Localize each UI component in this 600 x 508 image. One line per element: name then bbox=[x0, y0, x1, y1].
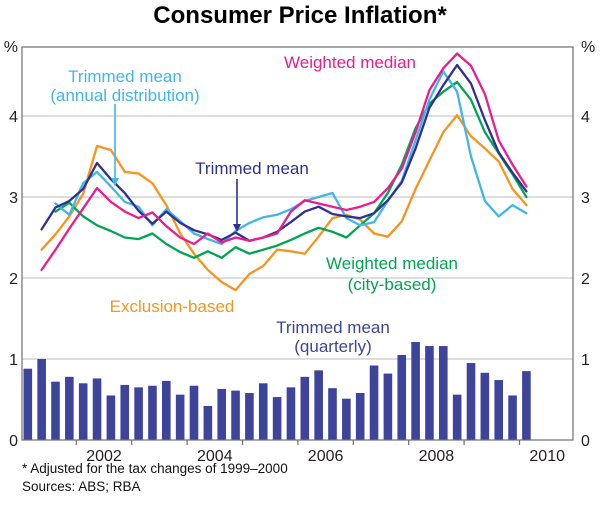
footnote-sources: Sources: ABS; RBA bbox=[22, 479, 141, 494]
y-label-left-2: 2 bbox=[9, 271, 18, 288]
y-label-right-3: 3 bbox=[581, 190, 590, 207]
label-weighted-median-line1: Weighted median bbox=[284, 53, 416, 72]
label-exclusion-based: Exclusion-based bbox=[72, 297, 272, 316]
label-trimmed-mean-annual: Trimmed mean (annual distribution) bbox=[20, 67, 230, 105]
y-unit-right: % bbox=[581, 39, 595, 56]
bar-2006Q3 bbox=[328, 388, 337, 440]
bar-2002Q3 bbox=[106, 395, 116, 440]
bar-2003Q3 bbox=[162, 380, 171, 440]
line-weighted_median_city bbox=[54, 80, 528, 259]
y-label-right-0: 0 bbox=[581, 433, 590, 450]
label-trimmed-mean-annual-line2: (annual distribution) bbox=[50, 86, 200, 105]
bar-2005Q2 bbox=[258, 383, 268, 440]
line-weighted_median bbox=[40, 52, 528, 272]
bar-2001Q4 bbox=[65, 376, 74, 440]
bar-2002Q2 bbox=[92, 378, 102, 440]
bar-2007Q2 bbox=[369, 365, 379, 440]
line-exclusion_based bbox=[40, 114, 528, 292]
label-trimmed-mean-line1: Trimmed mean bbox=[195, 159, 309, 178]
label-weighted-median-city-line1: Weighted median bbox=[326, 254, 458, 273]
bar-2004Q3 bbox=[217, 388, 226, 440]
bar-2009Q3 bbox=[494, 380, 503, 440]
bar-2004Q1 bbox=[189, 385, 199, 440]
bar-2002Q1 bbox=[78, 383, 88, 440]
bar-2009Q4 bbox=[508, 395, 517, 440]
bar-2005Q4 bbox=[286, 387, 296, 440]
y-label-left-4: 4 bbox=[9, 109, 18, 126]
line-trimmed_mean bbox=[40, 63, 528, 242]
x-label-2002: 2002 bbox=[86, 448, 122, 465]
bar-2001Q1 bbox=[23, 368, 33, 440]
x-label-2006: 2006 bbox=[308, 448, 344, 465]
label-trimmed-mean-annual-line1: Trimmed mean bbox=[68, 67, 182, 86]
bar-2006Q1 bbox=[300, 376, 310, 440]
footnote-adjustment: * Adjusted for the tax changes of 1999–2… bbox=[22, 461, 288, 476]
chart-title: Consumer Price Inflation* bbox=[153, 2, 447, 29]
bar-2005Q1 bbox=[245, 393, 254, 440]
bar-2009Q2 bbox=[480, 372, 490, 440]
y-label-right-2: 2 bbox=[581, 271, 590, 288]
label-exclusion-based-line1: Exclusion-based bbox=[109, 297, 235, 316]
x-label-2008: 2008 bbox=[419, 448, 455, 465]
bar-2006Q4 bbox=[342, 398, 351, 440]
label-trimmed-mean: Trimmed mean bbox=[162, 159, 342, 178]
y-label-right-4: 4 bbox=[581, 109, 590, 126]
bar-2001Q2 bbox=[37, 359, 46, 440]
y-label-left-0: 0 bbox=[9, 433, 18, 450]
bar-2003Q4 bbox=[175, 394, 185, 440]
label-trimmed-mean-quarterly: Trimmed mean (quarterly) bbox=[233, 318, 433, 356]
label-trimmed-mean-quarterly-line1: Trimmed mean bbox=[276, 318, 390, 337]
bar-2002Q4 bbox=[120, 384, 130, 440]
y-label-left-3: 3 bbox=[9, 190, 18, 207]
bar-2004Q2 bbox=[203, 405, 213, 440]
bar-2009Q1 bbox=[466, 363, 476, 440]
arrowhead-trimmed_mean_annual bbox=[111, 178, 119, 186]
bar-2003Q2 bbox=[148, 385, 157, 440]
label-weighted-median-city: Weighted median (city-based) bbox=[292, 253, 492, 295]
plot-frame bbox=[21, 46, 574, 441]
label-trimmed-mean-quarterly-line2: (quarterly) bbox=[294, 337, 372, 356]
bar-2008Q1 bbox=[411, 341, 420, 440]
bar-2005Q3 bbox=[272, 397, 282, 440]
y-label-right-1: 1 bbox=[581, 352, 590, 369]
bar-2001Q3 bbox=[51, 381, 60, 440]
bar-2008Q2 bbox=[425, 346, 434, 440]
y-unit-left: % bbox=[4, 39, 18, 56]
arrowhead-trimmed_mean bbox=[233, 224, 241, 232]
bar-2004Q4 bbox=[231, 390, 240, 440]
bars-trimmed_mean_quarterly bbox=[23, 341, 531, 440]
y-label-left-1: 1 bbox=[9, 352, 18, 369]
x-label-2010: 2010 bbox=[529, 448, 565, 465]
bar-2007Q4 bbox=[397, 354, 407, 440]
bar-2007Q1 bbox=[355, 393, 365, 440]
bar-2006Q2 bbox=[314, 370, 323, 440]
x-label-2004: 2004 bbox=[197, 448, 233, 465]
label-weighted-median-city-line2: (city-based) bbox=[347, 275, 437, 294]
label-weighted-median: Weighted median bbox=[240, 53, 460, 72]
bar-2008Q3 bbox=[439, 346, 448, 440]
bar-2010Q1 bbox=[522, 371, 531, 440]
bar-2007Q3 bbox=[383, 373, 393, 440]
bar-2008Q4 bbox=[452, 394, 462, 440]
bar-2003Q1 bbox=[134, 387, 143, 440]
